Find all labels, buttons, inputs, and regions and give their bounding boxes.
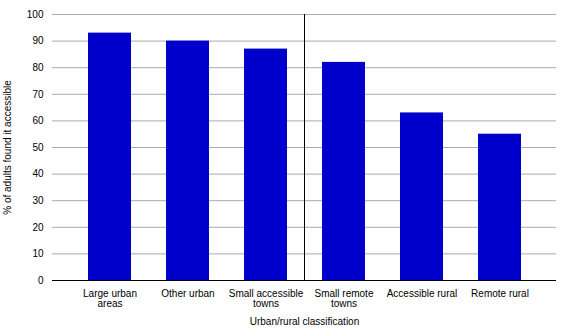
svg-text:90: 90 (32, 35, 44, 46)
svg-text:40: 40 (32, 168, 44, 179)
svg-text:70: 70 (32, 89, 44, 100)
svg-text:100: 100 (27, 9, 44, 20)
svg-text:% of adults found it accessibl: % of adults found it accessible (2, 80, 13, 215)
svg-text:50: 50 (32, 142, 44, 153)
svg-text:Other urban: Other urban (161, 288, 214, 299)
svg-text:Remote rural: Remote rural (471, 288, 529, 299)
svg-text:Accessible rural: Accessible rural (387, 288, 458, 299)
svg-text:30: 30 (32, 195, 44, 206)
svg-text:0: 0 (38, 275, 44, 286)
svg-text:20: 20 (32, 222, 44, 233)
svg-text:60: 60 (32, 115, 44, 126)
svg-text:80: 80 (32, 62, 44, 73)
svg-text:Urban/rural classification: Urban/rural classification (250, 316, 360, 327)
svg-text:Small remotetowns: Small remotetowns (315, 288, 374, 309)
svg-text:Small accessibletowns: Small accessibletowns (229, 288, 304, 309)
svg-text:Large urbanareas: Large urbanareas (83, 288, 137, 309)
svg-text:10: 10 (32, 248, 44, 259)
